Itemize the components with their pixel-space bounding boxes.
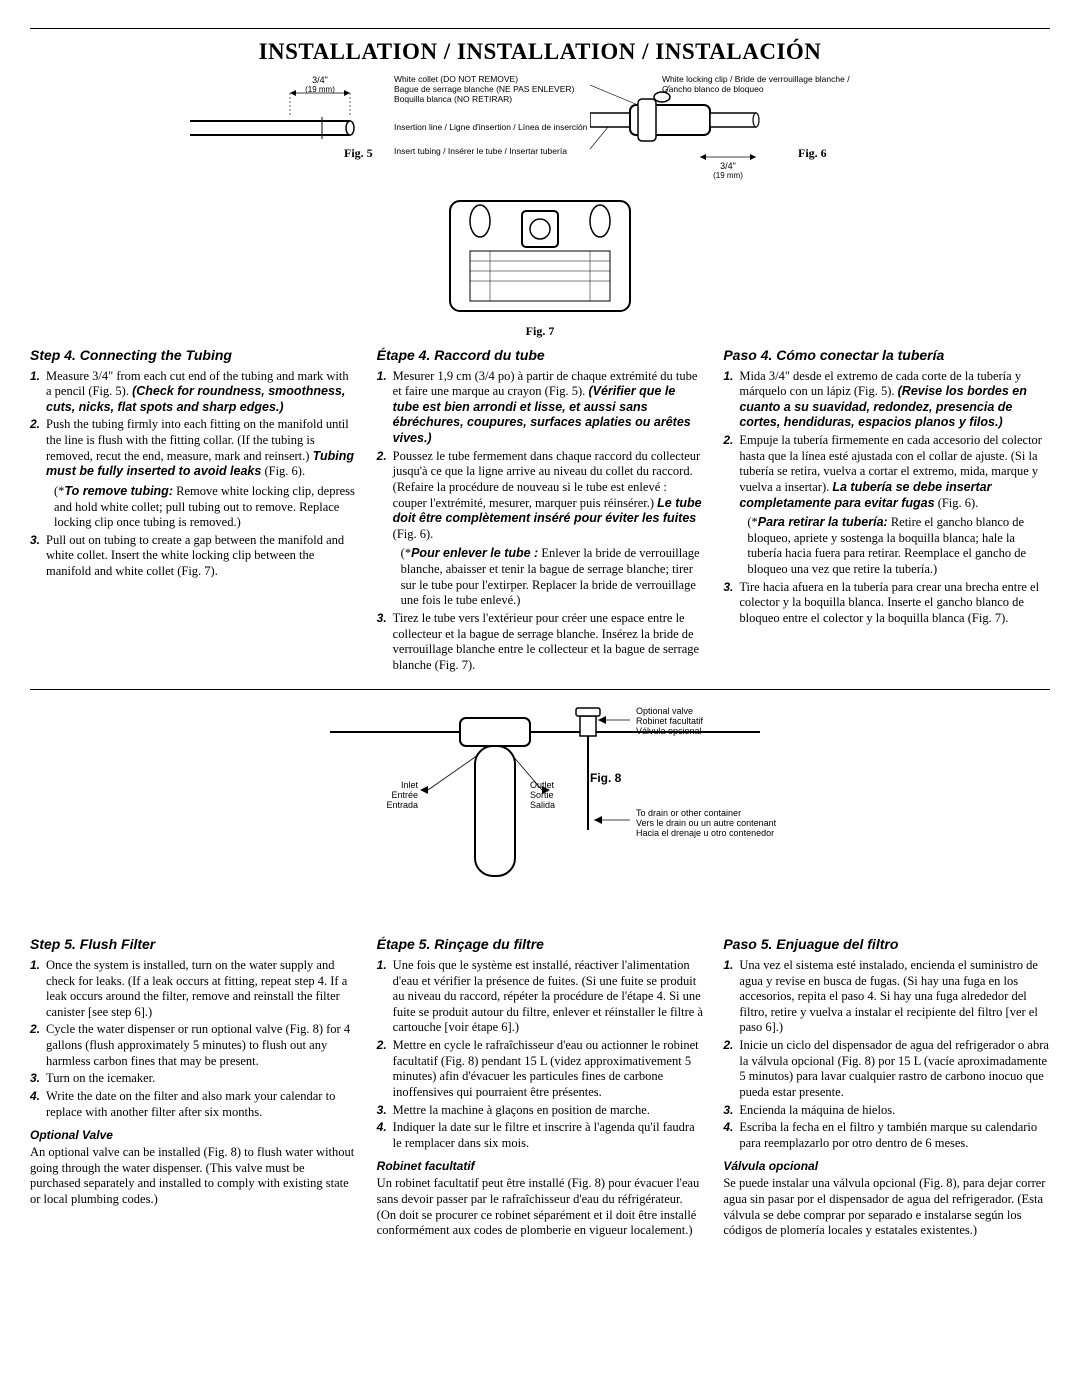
fig8-valve1: Optional valve — [636, 706, 693, 716]
fig8-inlet1: Inlet — [401, 780, 419, 790]
annot-insertion: Insertion line / Ligne d'insertion / Lín… — [394, 123, 614, 133]
step4-es-title: Paso 4. Cómo conectar la tubería — [723, 347, 1050, 365]
step4-fr: Étape 4. Raccord du tube 1.Mesurer 1,9 c… — [377, 347, 704, 675]
step4-columns: Step 4. Connecting the Tubing 1.Measure … — [30, 347, 1050, 675]
step5-columns: Step 5. Flush Filter 1.Once the system i… — [30, 936, 1050, 1239]
step5-fr-title: Étape 5. Rinçage du filtre — [377, 936, 704, 954]
step5-es-title: Paso 5. Enjuague del filtro — [723, 936, 1050, 954]
fig5-label: Fig. 5 — [344, 146, 373, 161]
figures-top: 3/4" (19 mm) Fig. 5 White collet (DO NOT… — [30, 71, 1050, 191]
fig5-dim: 3/4" — [312, 75, 328, 85]
fig8-label: Fig. 8 — [590, 771, 622, 785]
fig8-valve2: Robinet facultatif — [636, 716, 704, 726]
step5-en: Step 5. Flush Filter 1.Once the system i… — [30, 936, 357, 1239]
fig8-valve3: Válvula opcional — [636, 726, 702, 736]
step5-fr: Étape 5. Rinçage du filtre 1.Une fois qu… — [377, 936, 704, 1239]
opt-valve-en-title: Optional Valve — [30, 1128, 357, 1143]
fig7-label: Fig. 7 — [30, 324, 1050, 339]
step4-es: Paso 4. Cómo conectar la tubería 1.Mida … — [723, 347, 1050, 675]
fig8-outlet2: Sortie — [530, 790, 554, 800]
opt-valve-fr-body: Un robinet facultatif peut être installé… — [377, 1176, 704, 1239]
fig7: Fig. 7 — [30, 191, 1050, 339]
annot-collet: White collet (DO NOT REMOVE) Bague de se… — [394, 75, 594, 104]
step4-en: Step 4. Connecting the Tubing 1.Measure … — [30, 347, 357, 675]
fig6-label: Fig. 6 — [798, 146, 827, 161]
fig8-drain1: To drain or other container — [636, 808, 741, 818]
fig8-outlet3: Salida — [530, 800, 555, 810]
opt-valve-en-body: An optional valve can be installed (Fig.… — [30, 1145, 357, 1208]
fig8-drain2: Vers le drain ou un autre contenant — [636, 818, 777, 828]
opt-valve-es-body: Se puede instalar una válvula opcional (… — [723, 1176, 1050, 1239]
opt-valve-fr-title: Robinet facultatif — [377, 1159, 704, 1174]
fig5-dim-mm: (19 mm) — [305, 85, 335, 94]
fig8: Inlet Entrée Entrada Outlet Sortie Salid… — [30, 700, 1050, 930]
fig8-inlet2: Entrée — [391, 790, 418, 800]
fig8-drain3: Hacia el drenaje u otro contenedor — [636, 828, 774, 838]
fig6: 3/4" (19 mm) — [590, 71, 790, 191]
fig6-dim: 3/4" — [720, 161, 736, 171]
top-rule — [30, 28, 1050, 29]
fig6-dim-mm: (19 mm) — [713, 171, 743, 180]
step5-es: Paso 5. Enjuague del filtro 1.Una vez el… — [723, 936, 1050, 1239]
step4-en-title: Step 4. Connecting the Tubing — [30, 347, 357, 365]
step5-en-title: Step 5. Flush Filter — [30, 936, 357, 954]
annot-insert-tubing: Insert tubing / Insérer le tube / Insert… — [394, 147, 614, 157]
page-title: INSTALLATION / INSTALLATION / INSTALACIÓ… — [30, 39, 1050, 65]
step4-fr-title: Étape 4. Raccord du tube — [377, 347, 704, 365]
fig8-inlet3: Entrada — [386, 800, 418, 810]
opt-valve-es-title: Válvula opcional — [723, 1159, 1050, 1174]
fig8-outlet1: Outlet — [530, 780, 555, 790]
mid-rule — [30, 689, 1050, 690]
